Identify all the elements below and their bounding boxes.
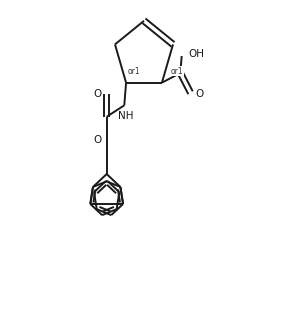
Text: O: O bbox=[93, 135, 102, 145]
Text: O: O bbox=[196, 89, 204, 99]
Text: O: O bbox=[93, 89, 102, 99]
Text: NH: NH bbox=[118, 111, 133, 121]
Text: or1: or1 bbox=[128, 67, 140, 76]
Text: or1: or1 bbox=[171, 67, 183, 76]
Text: OH: OH bbox=[189, 49, 205, 59]
